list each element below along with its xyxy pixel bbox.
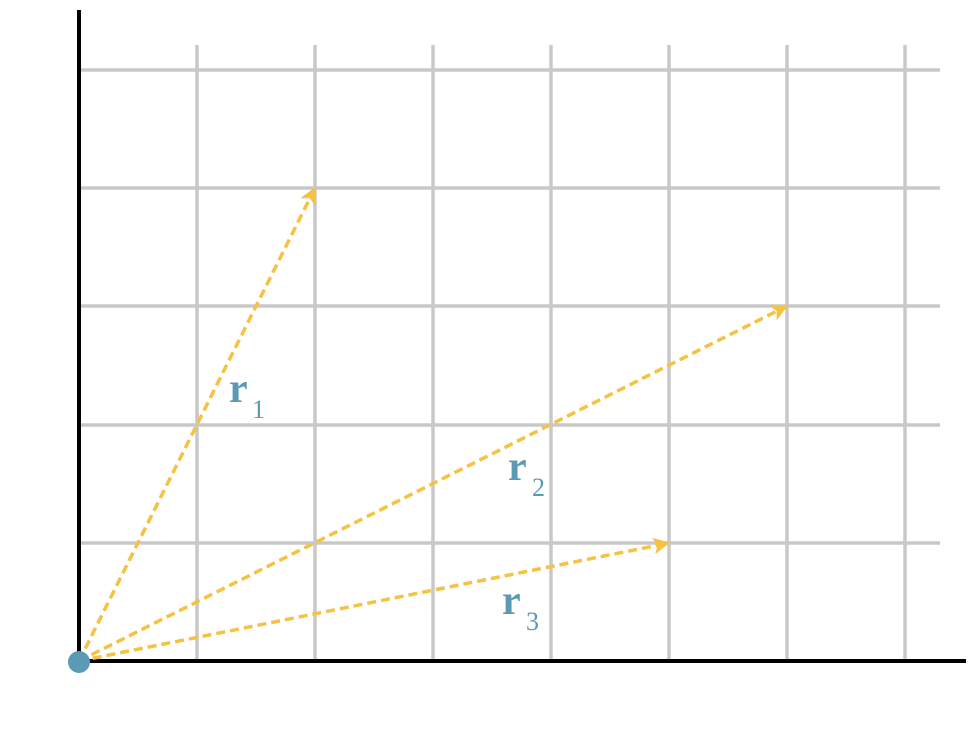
vector-subscript: 2	[532, 473, 545, 502]
grid	[79, 45, 940, 661]
vector-arrow	[77, 186, 317, 662]
origin-point	[68, 651, 90, 673]
vector-subscript: 1	[252, 395, 265, 424]
vector-label: r	[229, 366, 248, 412]
vector-label: r	[502, 578, 521, 624]
vector-label: r	[508, 444, 527, 490]
vector-arrow	[78, 537, 671, 663]
vector-subscript: 3	[526, 607, 539, 636]
vector-arrow	[78, 304, 788, 663]
